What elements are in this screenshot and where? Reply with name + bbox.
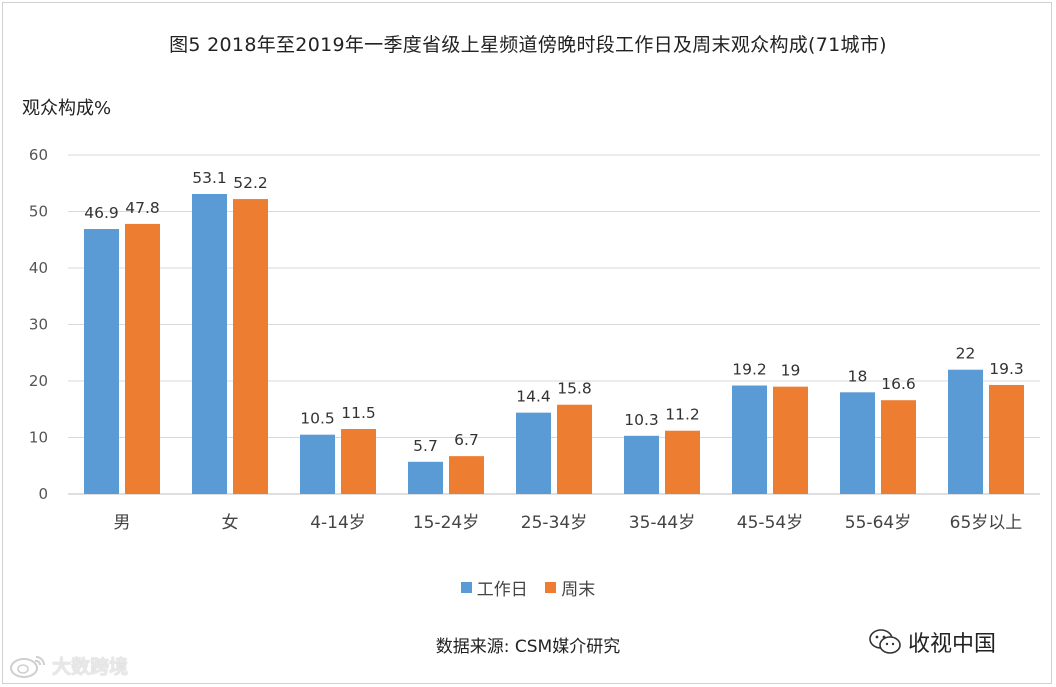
x-category-label: 35-44岁 bbox=[629, 513, 695, 533]
x-category-label: 65岁以上 bbox=[950, 513, 1023, 533]
bar-weekend bbox=[557, 404, 592, 494]
data-label: 19.2 bbox=[732, 361, 767, 379]
bar-weekend bbox=[881, 400, 916, 494]
data-label: 19.3 bbox=[989, 360, 1024, 378]
chart-title: 图5 2018年至2019年一季度省级上星频道傍晚时段工作日及周末观众构成(71… bbox=[169, 34, 887, 56]
data-label: 5.7 bbox=[413, 437, 438, 455]
data-label: 16.6 bbox=[881, 375, 916, 393]
bar-workday bbox=[300, 434, 335, 494]
data-label: 10.5 bbox=[300, 410, 335, 428]
x-category-label: 45-54岁 bbox=[737, 513, 803, 533]
bar-workday bbox=[84, 229, 119, 494]
y-tick-label: 50 bbox=[29, 203, 48, 221]
data-label: 46.9 bbox=[84, 204, 119, 222]
data-label: 6.7 bbox=[454, 431, 479, 449]
x-category-label: 男 bbox=[114, 513, 131, 533]
bar-workday bbox=[948, 369, 983, 494]
bar-weekend bbox=[989, 384, 1024, 494]
y-tick-label: 30 bbox=[29, 316, 48, 334]
legend: 工作日 周末 bbox=[0, 575, 1056, 600]
bar-weekend bbox=[233, 199, 268, 494]
data-labels: 46.9 47.8 53.1 52.2 10.5 11.5 5.7 6.7 14.4 15.8 10… bbox=[84, 169, 1024, 455]
data-label: 11.5 bbox=[341, 404, 376, 422]
bar-weekend bbox=[773, 386, 808, 494]
bar-weekend bbox=[665, 430, 700, 494]
data-label: 19 bbox=[781, 362, 801, 380]
legend-item-workday: 工作日 bbox=[460, 575, 528, 600]
x-category-label: 15-24岁 bbox=[413, 513, 479, 533]
x-category-label: 25-34岁 bbox=[521, 513, 587, 533]
brand-label: 收视中国 bbox=[908, 632, 997, 657]
gridlines bbox=[68, 154, 1040, 495]
y-tick-label: 0 bbox=[38, 485, 48, 503]
brand-badge: 收视中国 bbox=[868, 626, 996, 658]
legend-swatch-weekend bbox=[545, 582, 557, 593]
watermark: 大数跨境 bbox=[8, 652, 128, 679]
data-label: 10.3 bbox=[624, 411, 659, 429]
x-category-label: 55-64岁 bbox=[845, 513, 911, 533]
x-category-label: 4-14岁 bbox=[310, 513, 366, 533]
bar-workday bbox=[408, 461, 443, 494]
bar-weekend bbox=[125, 223, 160, 494]
y-axis-ticks: 0 10 20 30 40 50 60 bbox=[29, 146, 48, 503]
x-category-label: 女 bbox=[222, 513, 239, 533]
x-axis-categories: 男 女 4-14岁 15-24岁 25-34岁 35-44岁 45-54岁 55-64岁 65岁… bbox=[114, 513, 1023, 533]
weibo-icon bbox=[10, 655, 45, 678]
y-tick-label: 40 bbox=[29, 259, 48, 277]
legend-label-weekend: 周末 bbox=[561, 580, 596, 600]
bar-workday bbox=[624, 435, 659, 494]
bar-workday bbox=[192, 193, 227, 495]
wechat-icon bbox=[869, 629, 901, 654]
y-tick-label: 60 bbox=[29, 146, 48, 164]
source-note: 数据来源: CSM媒介研究 bbox=[435, 637, 621, 657]
y-tick-label: 10 bbox=[29, 429, 48, 447]
y-axis-label: 观众构成% bbox=[22, 98, 112, 119]
data-label: 53.1 bbox=[192, 169, 227, 187]
y-tick-label: 20 bbox=[29, 372, 48, 390]
legend-swatch-workday bbox=[460, 582, 472, 593]
data-label: 11.2 bbox=[665, 406, 700, 424]
data-label: 15.8 bbox=[557, 380, 592, 398]
watermark-label: 大数跨境 bbox=[52, 656, 129, 678]
data-label: 18 bbox=[848, 367, 868, 385]
bar-weekend bbox=[341, 429, 376, 494]
legend-label-workday: 工作日 bbox=[476, 580, 528, 600]
data-label: 52.2 bbox=[233, 174, 268, 192]
data-label: 22 bbox=[956, 345, 976, 363]
bar-workday bbox=[732, 385, 767, 494]
bar-weekend bbox=[449, 456, 484, 494]
bars bbox=[84, 193, 1024, 495]
legend-item-weekend: 周末 bbox=[545, 575, 595, 600]
bar-workday bbox=[516, 412, 551, 494]
data-label: 14.4 bbox=[516, 388, 551, 406]
bar-chart: 0 10 20 30 40 50 60 46.9 47.8 53.1 52.2 10.5 11.5 5.… bbox=[29, 146, 1040, 533]
data-label: 47.8 bbox=[125, 199, 160, 217]
bar-workday bbox=[840, 392, 875, 494]
